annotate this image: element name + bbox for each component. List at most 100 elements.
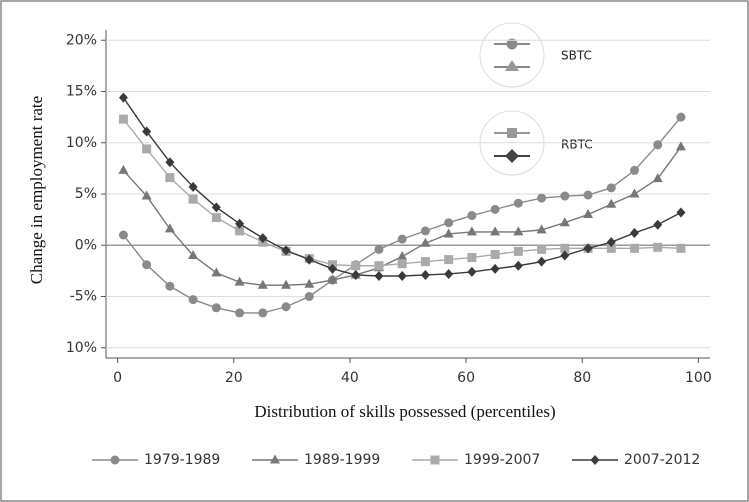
annotation-marker [506,38,518,50]
marker [630,165,639,175]
marker [328,263,337,274]
y-tick-label: 20% [66,32,97,48]
marker [211,213,221,223]
marker [444,255,454,265]
marker [235,218,245,229]
annotation-marker [505,149,519,163]
x-tick-label: 100 [685,370,712,386]
marker [281,279,292,289]
marker [351,269,361,280]
marker [420,257,430,267]
marker [537,256,547,267]
marker [513,226,524,236]
marker [211,303,221,313]
marker [397,259,407,269]
marker [676,207,686,218]
marker [118,92,128,103]
marker [188,295,198,305]
marker [676,243,686,253]
marker [560,191,570,201]
marker [630,243,639,253]
marker [327,274,338,284]
marker [397,251,408,261]
x-tick-label: 80 [573,370,591,386]
marker [490,249,500,259]
marker [536,224,547,234]
series-line [122,116,682,314]
marker [304,292,314,301]
marker [559,217,570,227]
y-tick-label: 10% [66,340,97,356]
marker [676,112,686,122]
marker [606,198,617,208]
marker [629,188,640,198]
marker [467,253,477,263]
marker [443,228,454,238]
marker [444,218,454,228]
marker [142,260,152,270]
marker [211,267,222,277]
marker [606,243,616,253]
marker [583,243,593,254]
marker [606,237,616,248]
marker [270,454,280,464]
marker [118,164,129,174]
legend-label: 1989-1999 [304,452,380,468]
marker [444,268,454,279]
marker [188,194,198,204]
marker [281,245,291,256]
annotation-marker [507,128,517,138]
marker [537,193,547,203]
marker [304,278,315,288]
marker [374,271,384,281]
annotation-sbtc: SBTC [479,22,592,88]
marker [430,455,440,465]
legend-item: 1999-2007 [412,452,540,468]
marker [513,260,523,271]
annotation-marker [505,60,519,71]
marker [110,455,120,465]
marker [142,126,152,137]
marker [490,263,500,274]
marker [606,183,616,193]
marker [420,237,431,247]
x-axis-label: Distribution of skills possessed (percen… [254,402,555,421]
x-tick-label: 20 [225,370,243,386]
marker [351,261,361,271]
marker [467,211,477,221]
marker [420,226,430,236]
marker [304,254,314,265]
marker [142,144,152,154]
marker [281,302,291,312]
marker [420,269,430,280]
marker [165,157,175,168]
marker [513,198,523,208]
marker [374,261,384,271]
y-tick-label: 15% [66,84,97,100]
y-tick-label: 5% [75,186,97,202]
legend-item: 2007-2012 [572,452,700,468]
y-tick-label: 0% [75,237,97,253]
marker [164,223,175,233]
marker [258,233,268,244]
marker [590,455,600,465]
legend-item: 1979-1989 [92,452,220,468]
marker [675,141,686,151]
marker [513,246,523,256]
marker [235,226,245,236]
marker [397,234,407,244]
marker [653,242,663,252]
x-tick-label: 0 [113,370,122,386]
marker [537,244,547,254]
marker [165,281,175,291]
marker [165,173,175,183]
marker [374,244,384,254]
marker [211,202,221,213]
marker [234,276,245,286]
marker [653,219,663,230]
marker [257,279,268,289]
marker [258,308,268,318]
marker [118,230,128,240]
